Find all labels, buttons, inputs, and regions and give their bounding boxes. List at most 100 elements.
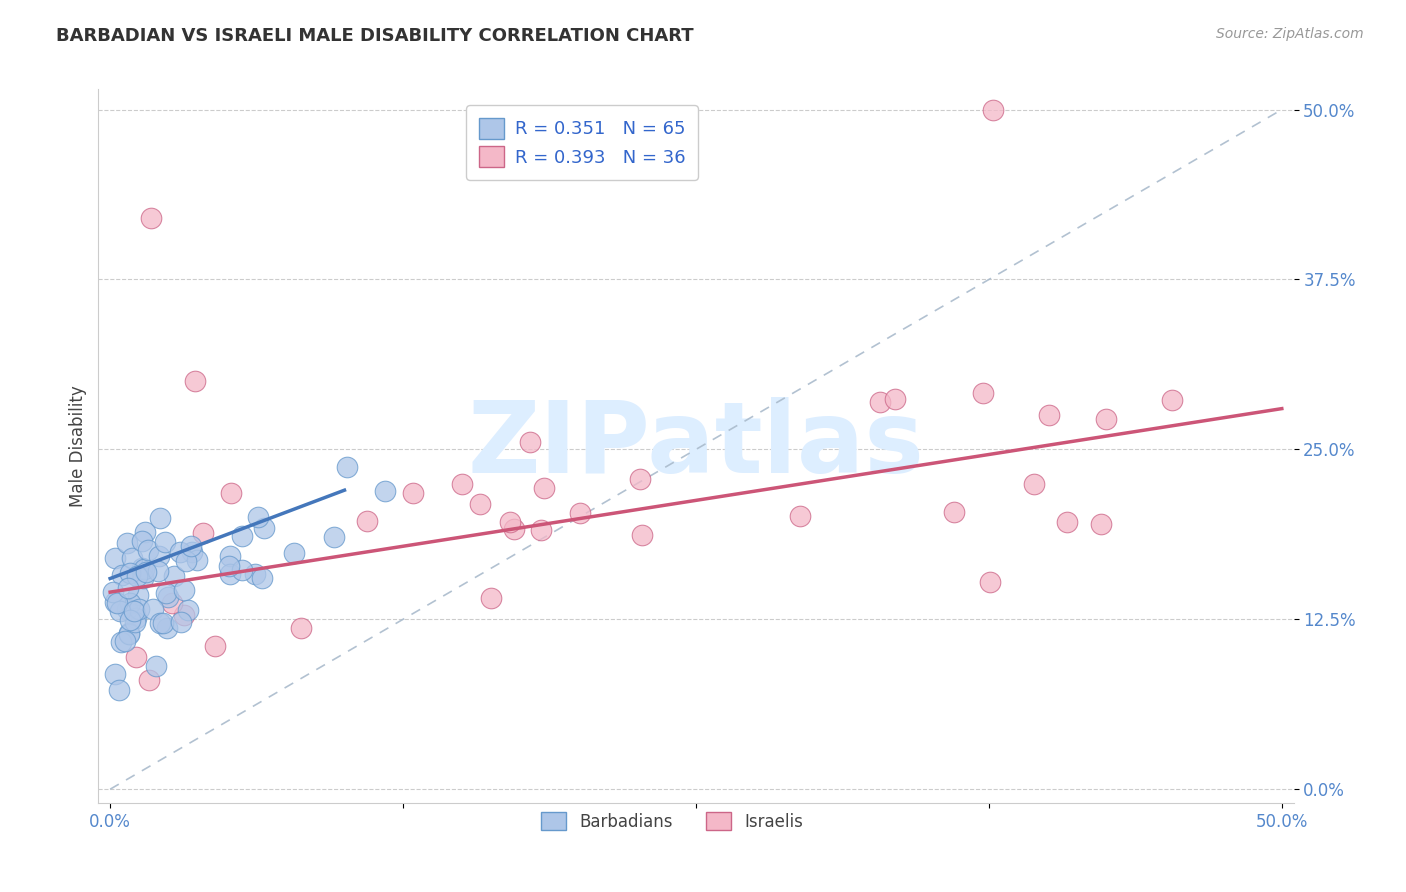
Point bbox=[498, 516, 520, 530]
Point bbox=[402, 486, 425, 500]
Point bbox=[103, 585, 125, 599]
Point bbox=[176, 603, 198, 617]
Point bbox=[502, 522, 524, 536]
Point bbox=[149, 511, 172, 525]
Point bbox=[218, 559, 240, 574]
Point bbox=[219, 549, 242, 563]
Point bbox=[163, 569, 186, 583]
Point bbox=[118, 627, 141, 641]
Point bbox=[1161, 393, 1184, 408]
Point bbox=[247, 509, 270, 524]
Point bbox=[184, 375, 207, 389]
Point bbox=[186, 552, 208, 566]
Point bbox=[125, 611, 148, 625]
Point bbox=[104, 667, 127, 681]
Point bbox=[148, 549, 170, 564]
Point bbox=[136, 542, 159, 557]
Point bbox=[120, 596, 142, 610]
Point bbox=[219, 567, 242, 582]
Point bbox=[1056, 515, 1078, 529]
Point bbox=[149, 616, 172, 631]
Point bbox=[117, 536, 139, 550]
Point bbox=[470, 497, 492, 511]
Point bbox=[139, 211, 162, 226]
Point bbox=[114, 634, 136, 648]
Point bbox=[118, 626, 141, 640]
Point bbox=[108, 682, 131, 697]
Point bbox=[290, 621, 312, 635]
Point bbox=[121, 551, 143, 566]
Point bbox=[105, 596, 128, 610]
Point bbox=[283, 546, 305, 560]
Point bbox=[451, 476, 474, 491]
Point bbox=[108, 604, 131, 618]
Point bbox=[127, 569, 149, 583]
Point bbox=[110, 634, 132, 648]
Point bbox=[180, 539, 202, 553]
Point bbox=[127, 588, 149, 602]
Point bbox=[157, 591, 180, 605]
Point bbox=[323, 530, 346, 544]
Point bbox=[131, 561, 153, 575]
Point bbox=[519, 435, 541, 450]
Point bbox=[231, 563, 253, 577]
Point bbox=[124, 615, 146, 629]
Point bbox=[134, 525, 156, 540]
Point bbox=[145, 659, 167, 673]
Point bbox=[155, 534, 177, 549]
Point bbox=[1094, 412, 1116, 426]
Point bbox=[131, 534, 153, 549]
Point bbox=[191, 526, 214, 541]
Point bbox=[124, 604, 146, 618]
Point bbox=[135, 565, 157, 579]
Point bbox=[169, 545, 191, 559]
Point bbox=[173, 607, 195, 622]
Point bbox=[128, 601, 150, 615]
Point bbox=[156, 621, 179, 635]
Point bbox=[252, 521, 274, 535]
Point bbox=[979, 574, 1001, 589]
Point bbox=[169, 615, 191, 629]
Point bbox=[117, 582, 139, 596]
Point bbox=[104, 551, 127, 566]
Point bbox=[155, 586, 177, 600]
Point bbox=[231, 529, 253, 543]
Point bbox=[120, 566, 142, 580]
Point bbox=[138, 673, 160, 687]
Point bbox=[152, 616, 174, 631]
Point bbox=[789, 508, 811, 523]
Point bbox=[1038, 408, 1060, 422]
Point bbox=[374, 483, 396, 498]
Point bbox=[204, 639, 226, 653]
Text: BARBADIAN VS ISRAELI MALE DISABILITY CORRELATION CHART: BARBADIAN VS ISRAELI MALE DISABILITY COR… bbox=[56, 27, 695, 45]
Point bbox=[1090, 516, 1112, 531]
Point bbox=[631, 528, 654, 542]
Point bbox=[250, 571, 273, 585]
Point bbox=[181, 544, 204, 558]
Point bbox=[628, 472, 651, 486]
Point bbox=[356, 514, 378, 528]
Point bbox=[111, 567, 134, 582]
Point bbox=[118, 613, 141, 627]
Text: ZIPatlas: ZIPatlas bbox=[468, 398, 924, 494]
Point bbox=[125, 649, 148, 664]
Point bbox=[104, 594, 127, 608]
Point bbox=[132, 562, 155, 576]
Text: Source: ZipAtlas.com: Source: ZipAtlas.com bbox=[1216, 27, 1364, 41]
Point bbox=[983, 103, 1005, 117]
Point bbox=[173, 582, 195, 597]
Point bbox=[533, 481, 555, 495]
Point bbox=[883, 392, 905, 406]
Point bbox=[479, 591, 502, 605]
Point bbox=[148, 564, 170, 578]
Y-axis label: Male Disability: Male Disability bbox=[69, 385, 87, 507]
Point bbox=[336, 459, 359, 474]
Point bbox=[942, 505, 965, 519]
Point bbox=[142, 601, 165, 615]
Point bbox=[569, 506, 592, 520]
Point bbox=[530, 523, 553, 537]
Legend: Barbadians, Israelis: Barbadians, Israelis bbox=[534, 805, 810, 838]
Point bbox=[132, 570, 155, 584]
Point bbox=[115, 602, 138, 616]
Point bbox=[1024, 476, 1046, 491]
